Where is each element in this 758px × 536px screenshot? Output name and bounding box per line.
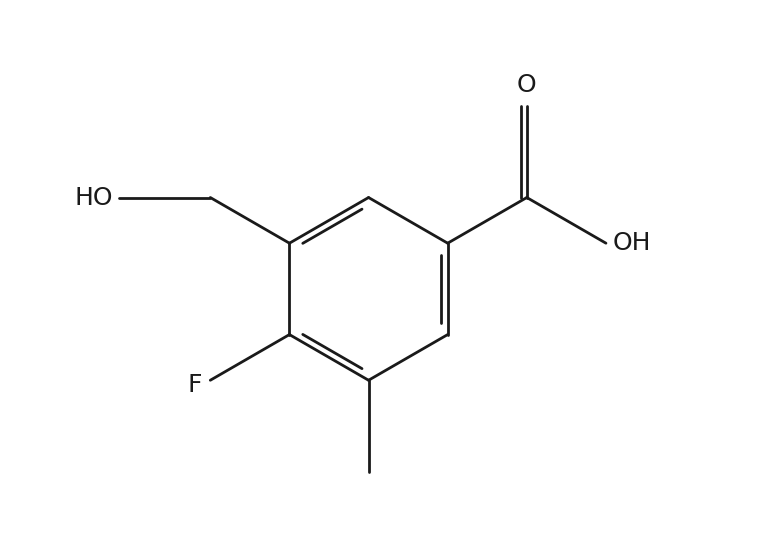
Text: OH: OH — [612, 231, 650, 255]
Text: HO: HO — [74, 185, 113, 210]
Text: F: F — [188, 374, 202, 398]
Text: O: O — [517, 73, 537, 96]
